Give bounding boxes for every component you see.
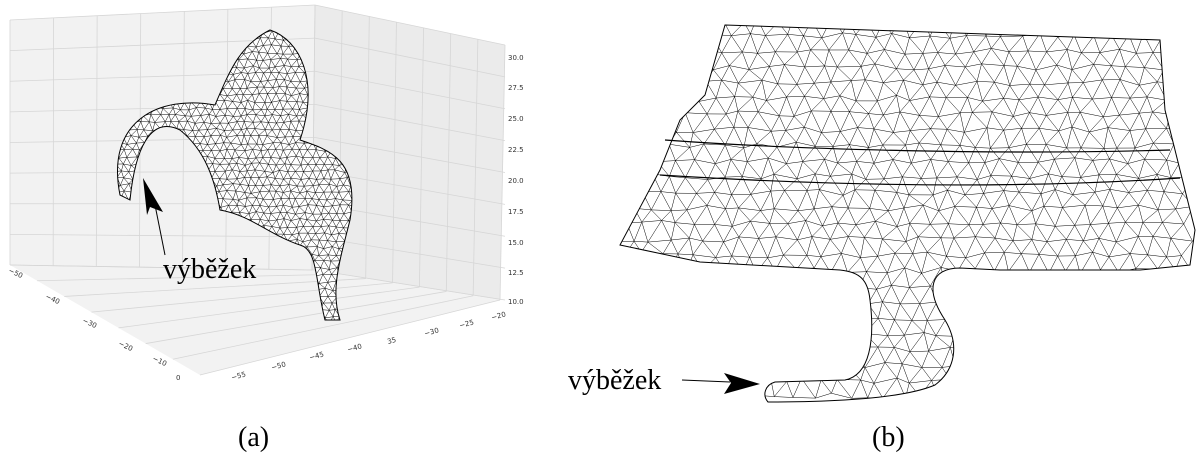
- left-tick-label: 0: [176, 374, 180, 382]
- right-tick-label: 35: [386, 336, 397, 346]
- left-tick-label: −30: [81, 317, 98, 330]
- right-tick-label: −40: [346, 342, 362, 354]
- left-tick-label: −20: [117, 340, 134, 353]
- left-tick-label: −10: [151, 355, 168, 368]
- z-tick-label: 27.5: [508, 84, 524, 92]
- z-tick-label: 10.0: [508, 298, 524, 306]
- right-axis-ticks: −55 −50 −45 −40 35 −30 −25 −20: [230, 310, 506, 382]
- right-tick-label: −55: [230, 370, 246, 382]
- left-tick-label: −40: [44, 293, 61, 306]
- right-tick-label: −20: [490, 310, 506, 322]
- caption-a: (a): [238, 422, 269, 453]
- z-tick-label: 12.5: [508, 269, 524, 277]
- z-tick-label: 15.0: [508, 239, 524, 247]
- caption-b: (b): [872, 422, 905, 453]
- callout-label-b: výběžek: [568, 365, 661, 396]
- z-tick-label: 20.0: [508, 177, 524, 185]
- z-tick-label: 30.0: [508, 54, 524, 62]
- z-axis-ticks: 30.0 27.5 25.0 22.5 20.0 17.5 15.0 12.5 …: [508, 54, 524, 306]
- right-tick-label: −30: [423, 326, 439, 338]
- right-tick-label: −45: [308, 350, 324, 362]
- right-tick-label: −25: [458, 318, 474, 330]
- callout-arrow: [681, 373, 760, 394]
- mesh-surface-flat: [619, 24, 1196, 403]
- z-tick-label: 25.0: [508, 115, 524, 123]
- z-tick-label: 17.5: [508, 208, 524, 216]
- z-tick-label: 22.5: [508, 146, 524, 154]
- panel-a: 30.0 27.5 25.0 22.5 20.0 17.5 15.0 12.5 …: [7, 4, 524, 453]
- callout-label-a: výběžek: [163, 254, 256, 285]
- right-tick-label: −50: [270, 360, 286, 372]
- callout-arrow: [143, 178, 166, 256]
- panel-b: výběžek (b): [568, 24, 1196, 453]
